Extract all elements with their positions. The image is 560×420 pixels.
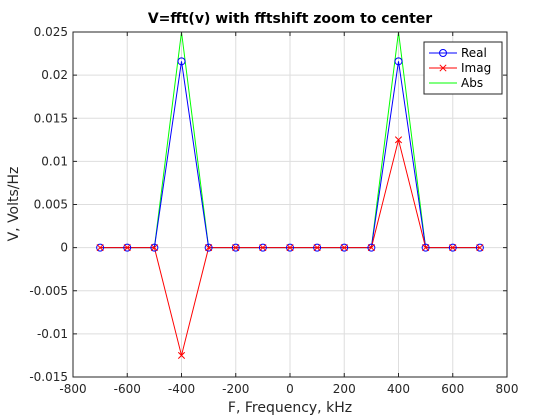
x-tick-label: -800 — [59, 382, 86, 396]
x-tick-label: 600 — [441, 382, 464, 396]
series-layer — [96, 31, 484, 359]
point-imag — [340, 244, 348, 252]
point-real — [448, 243, 457, 252]
point-real — [177, 57, 186, 66]
legend-label-real: Real — [461, 46, 487, 60]
y-axis-label: V, Volts/Hz — [6, 167, 22, 242]
point-real — [123, 243, 132, 252]
y-tick-label: 0 — [60, 241, 68, 255]
y-tick-label: 0.005 — [34, 198, 68, 212]
x-tick-label: -200 — [222, 382, 249, 396]
y-tick-label: 0.025 — [34, 25, 68, 39]
point-imag — [313, 244, 321, 252]
x-tick-label: 400 — [387, 382, 410, 396]
y-tick-label: -0.015 — [29, 370, 68, 384]
y-tick-label: 0.015 — [34, 111, 68, 125]
x-tick-label: 200 — [333, 382, 356, 396]
point-imag — [394, 136, 403, 144]
point-imag — [449, 244, 457, 252]
point-real — [313, 243, 322, 252]
y-tick-label: 0.01 — [41, 154, 68, 168]
legend-marker-real — [439, 49, 447, 57]
point-real — [394, 57, 403, 66]
chart-title: V=fft(v) with fftshift zoom to center — [148, 11, 432, 27]
ticks: -800 -600 -400 -200 0 200 400 600 800 -0.015 -0.01… — [29, 25, 518, 396]
x-tick-label: 800 — [496, 382, 519, 396]
x-axis-label: F, Frequency, kHz — [228, 400, 352, 416]
point-real — [367, 243, 376, 252]
y-tick-label: -0.005 — [29, 284, 68, 298]
point-real — [96, 243, 105, 252]
point-imag — [150, 244, 158, 252]
point-real — [340, 243, 349, 252]
x-tick-label: -400 — [168, 382, 195, 396]
point-real — [421, 243, 430, 252]
point-imag — [232, 244, 240, 252]
point-real — [286, 243, 294, 252]
point-real — [231, 243, 240, 252]
legend-label-abs: Abs — [461, 76, 483, 90]
point-imag — [286, 244, 294, 252]
point-real — [204, 243, 213, 252]
x-tick-label: -600 — [114, 382, 141, 396]
x-tick-label: 0 — [286, 382, 294, 396]
point-real — [258, 243, 267, 252]
point-real — [475, 243, 484, 252]
point-imag — [476, 244, 484, 252]
point-imag — [205, 244, 213, 252]
point-real — [150, 243, 159, 252]
point-imag — [367, 244, 375, 252]
legend-label-imag: Imag — [461, 61, 491, 75]
point-imag — [96, 244, 104, 252]
point-imag — [177, 351, 186, 359]
y-tick-label: -0.01 — [37, 327, 68, 341]
legend-marker-imag — [439, 64, 447, 72]
point-imag — [123, 244, 131, 252]
point-imag — [259, 244, 267, 252]
y-tick-label: 0.02 — [41, 68, 68, 82]
point-imag — [422, 244, 430, 252]
